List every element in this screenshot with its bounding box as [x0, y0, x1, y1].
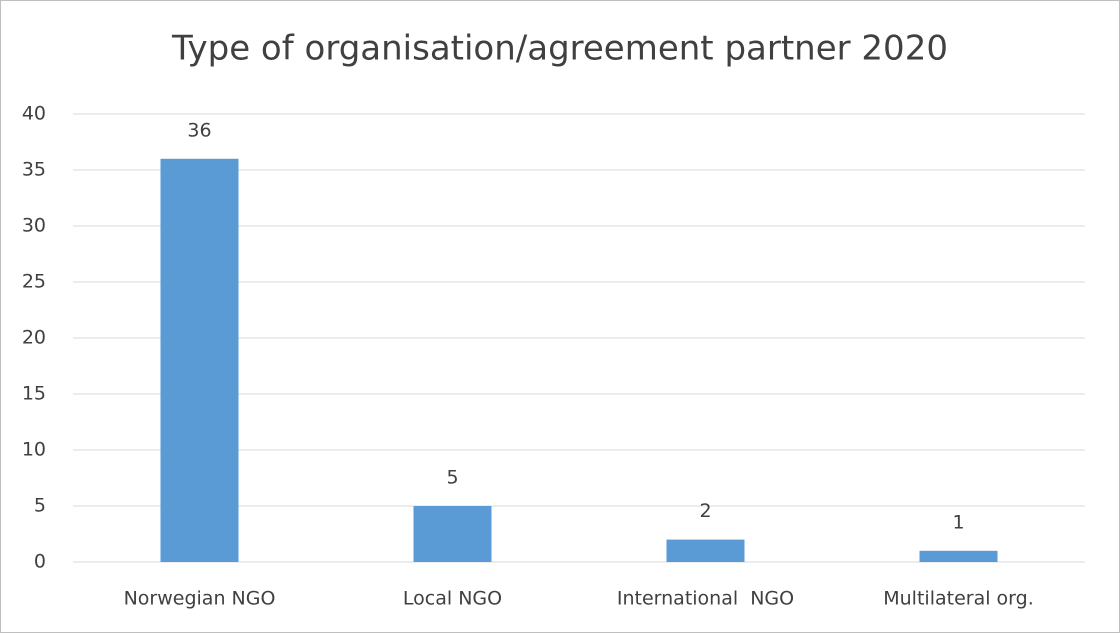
chart-title: Type of organisation/agreement partner 2…: [171, 29, 948, 69]
data-label: 1: [952, 511, 964, 533]
x-tick-label: International NGO: [617, 588, 794, 610]
y-tick-label: 25: [22, 271, 46, 293]
x-tick-label: Multilateral org.: [883, 588, 1033, 610]
x-tick-label: Local NGO: [403, 588, 502, 610]
y-tick-label: 15: [22, 383, 46, 405]
y-tick-label: 30: [22, 215, 46, 237]
data-label: 2: [699, 500, 711, 522]
bar: [919, 550, 998, 562]
data-label: 36: [187, 119, 211, 141]
y-tick-label: 10: [22, 439, 46, 461]
y-tick-label: 5: [34, 495, 46, 517]
y-tick-label: 40: [22, 103, 46, 125]
bar: [666, 539, 745, 562]
bar: [413, 506, 492, 562]
data-label: 5: [446, 467, 458, 489]
y-tick-label: 20: [22, 327, 46, 349]
x-tick-label: Norwegian NGO: [124, 588, 276, 610]
y-tick-label: 0: [34, 551, 46, 573]
y-tick-label: 35: [22, 159, 46, 181]
bar: [160, 158, 239, 563]
